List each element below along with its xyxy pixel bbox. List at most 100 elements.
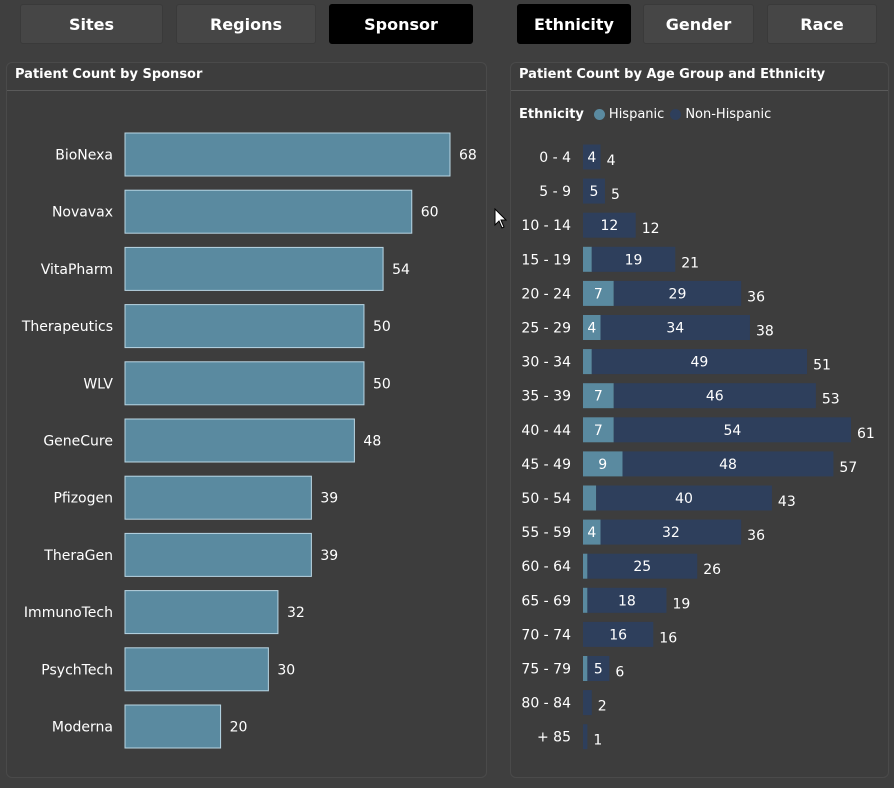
non-hispanic-bar-segment: [583, 178, 605, 204]
total-label: 26: [703, 562, 721, 578]
data-label: 48: [363, 434, 381, 450]
data-label: 50: [373, 319, 391, 335]
bar: [124, 532, 312, 577]
sponsor-chart-panel: Patient Count by Sponsor BioNexa 68 Novava…: [6, 62, 487, 778]
data-label: 68: [459, 148, 477, 164]
bar: [124, 475, 312, 520]
hispanic-swatch-icon: [593, 109, 605, 120]
category-label: Moderna: [52, 720, 113, 736]
hispanic-bar-segment: [583, 656, 588, 681]
hispanic-data-label: 4: [587, 321, 596, 337]
total-label: 2: [598, 699, 607, 715]
category-label: TheraGen: [43, 548, 113, 564]
age-group-label: 10 - 14: [521, 218, 571, 234]
data-label: 20: [230, 720, 248, 736]
category-label: ImmunoTech: [24, 605, 113, 621]
hispanic-bar-segment: [583, 417, 614, 443]
data-label: 54: [392, 262, 410, 278]
category-label: WLV: [83, 376, 113, 392]
total-label: 4: [607, 153, 616, 169]
non-hispanic-bar-segment: [600, 519, 742, 545]
age-ethnicity-chart-title: Patient Count by Age Group and Ethnicity: [519, 67, 826, 82]
legend-label-hispanic: Hispanic: [608, 107, 665, 122]
age-group-label: 20 - 24: [521, 286, 571, 302]
age-group-label: 80 - 84: [521, 696, 571, 712]
non-hispanic-bar-segment: [587, 587, 667, 613]
hispanic-bar-segment: [583, 485, 597, 511]
age-group-label: 60 - 64: [521, 559, 571, 575]
tab-regions[interactable]: Regions: [176, 4, 316, 44]
non-hispanic-bar-segment: [613, 280, 742, 306]
hispanic-data-label: 7: [594, 423, 603, 439]
category-label: Novavax: [52, 205, 113, 221]
tab-gender[interactable]: Gender: [643, 4, 754, 44]
age-group-label: 45 - 49: [521, 457, 571, 473]
total-label: 16: [659, 630, 677, 646]
non-hispanic-data-label: 19: [625, 252, 643, 268]
non-hispanic-bar-segment: [613, 383, 816, 409]
tab-sponsor[interactable]: Sponsor: [329, 4, 473, 44]
non-hispanic-data-label: 34: [666, 321, 684, 337]
age-group-label: 25 - 29: [521, 321, 571, 337]
non-hispanic-data-label: 54: [723, 423, 741, 439]
legend-item-hispanic[interactable]: Hispanic: [593, 107, 665, 122]
non-hispanic-bar-segment: [591, 246, 676, 272]
data-label: 50: [373, 376, 391, 392]
bar: [124, 418, 355, 463]
tab-sites[interactable]: Sites: [20, 4, 163, 44]
sponsor-chart-title: Patient Count by Sponsor: [15, 67, 203, 82]
age-group-label: 40 - 44: [521, 423, 571, 439]
bar: [124, 132, 451, 177]
category-label: BioNexa: [55, 148, 113, 164]
total-label: 36: [747, 289, 765, 305]
hispanic-bar-segment: [583, 246, 592, 272]
age-group-label: + 85: [537, 730, 571, 746]
non-hispanic-data-label: 46: [706, 389, 724, 405]
tab-race[interactable]: Race: [767, 4, 877, 44]
hispanic-data-label: 7: [594, 286, 603, 302]
non-hispanic-bar-segment: [583, 690, 592, 716]
non-hispanic-bar-segment: [622, 451, 834, 477]
age-group-label: 35 - 39: [521, 389, 571, 405]
non-hispanic-data-label: 16: [609, 627, 627, 643]
age-group-label: 30 - 34: [521, 355, 571, 371]
non-hispanic-data-label: 4: [587, 150, 596, 166]
total-label: 6: [615, 665, 624, 681]
age-group-label: 75 - 79: [521, 662, 571, 678]
non-hispanic-data-label: 5: [590, 184, 599, 200]
ethnicity-legend: Ethnicity Hispanic Non-Hispanic: [519, 107, 777, 122]
data-label: 39: [320, 548, 338, 564]
total-label: 1: [593, 733, 602, 749]
hispanic-bar-segment: [583, 315, 601, 340]
bar: [124, 246, 384, 291]
non-hispanic-data-label: 29: [669, 286, 687, 302]
data-label: 32: [287, 605, 305, 621]
non-hispanic-swatch-icon: [670, 109, 682, 120]
non-hispanic-bar-segment: [587, 656, 610, 681]
hispanic-bar-segment: [583, 519, 601, 545]
category-label: VitaPharm: [41, 262, 113, 278]
tab-ethnicity[interactable]: Ethnicity: [517, 4, 631, 44]
total-label: 19: [672, 596, 690, 612]
legend-item-non-hispanic[interactable]: Non-Hispanic: [670, 107, 771, 122]
bar: [124, 304, 365, 349]
sponsor-bar-chart: BioNexa 68 Novavax 60 VitaPharm 54 Therapeutic…: [21, 132, 477, 749]
hispanic-bar-segment: [583, 553, 588, 579]
non-hispanic-data-label: 12: [600, 218, 618, 234]
age-group-label: 55 - 59: [521, 525, 571, 541]
non-hispanic-data-label: 25: [633, 559, 651, 575]
age-group-label: 0 - 4: [539, 150, 571, 166]
category-label: Therapeutics: [21, 319, 113, 335]
category-label: PsychTech: [41, 662, 113, 678]
hispanic-data-label: 7: [594, 389, 603, 405]
category-label: Pfizogen: [53, 491, 113, 507]
non-hispanic-bar-segment: [583, 724, 588, 750]
legend-label-non-hispanic: Non-Hispanic: [685, 107, 772, 122]
hispanic-bar-segment: [583, 451, 623, 477]
age-group-label: 70 - 74: [521, 627, 571, 643]
total-label: 12: [642, 221, 660, 237]
total-label: 61: [857, 426, 875, 442]
age-group-label: 15 - 19: [521, 252, 571, 268]
divider: [511, 90, 888, 91]
hispanic-bar-segment: [583, 349, 592, 375]
